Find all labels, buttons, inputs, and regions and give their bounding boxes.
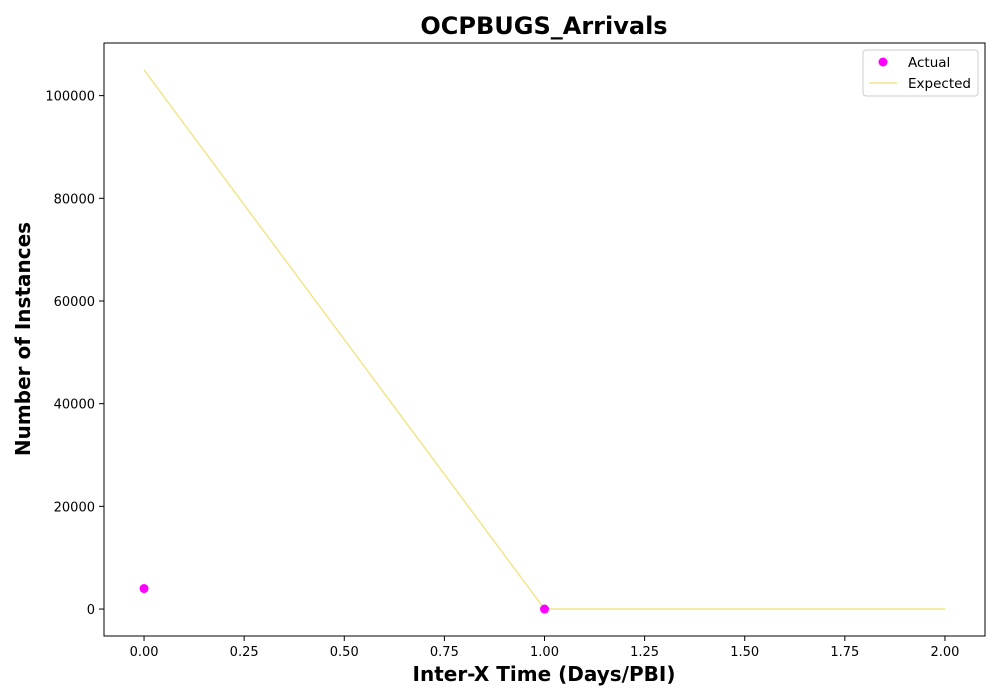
actual-point: [139, 584, 149, 594]
x-tick-label: 0.75: [430, 645, 459, 660]
y-tick-label: 20000: [54, 500, 95, 515]
x-tick-label: 0.50: [330, 645, 359, 660]
y-tick-label: 100000: [45, 90, 95, 105]
plot-frame: [103, 42, 986, 637]
y-axis-ticks: 0 20000 40000 60000 80000 100000: [45, 90, 104, 618]
x-tick-label: 1.25: [630, 645, 659, 660]
legend-box: [862, 49, 979, 97]
x-tick-label: 0.00: [130, 645, 159, 660]
x-tick-label: 2.00: [930, 645, 959, 660]
plot-area: [139, 69, 945, 614]
y-axis-title: Number of Instances: [11, 222, 35, 456]
y-tick-label: 0: [87, 603, 95, 618]
x-tick-label: 1.50: [730, 645, 759, 660]
actual-point: [540, 604, 549, 614]
legend-label: Expected: [908, 76, 971, 92]
x-axis-title: Inter-X Time (Days/PBI): [413, 662, 676, 686]
y-tick-label: 40000: [54, 398, 95, 413]
y-tick-label: 80000: [54, 192, 95, 207]
legend: Actual Expected: [862, 49, 979, 97]
legend-marker-actual: [878, 57, 888, 67]
x-axis-ticks: 0.00 0.25 0.50 0.75 1.00 1.25 1.50 1.75 2.00: [130, 636, 959, 660]
legend-label: Actual: [908, 55, 950, 71]
y-tick-label: 60000: [54, 295, 95, 310]
x-tick-label: 1.00: [530, 645, 559, 660]
expected-line: [143, 69, 945, 610]
chart-title: OCPBUGS_Arrivals: [420, 12, 667, 40]
x-tick-label: 1.75: [830, 645, 859, 660]
x-tick-label: 0.25: [230, 645, 259, 660]
